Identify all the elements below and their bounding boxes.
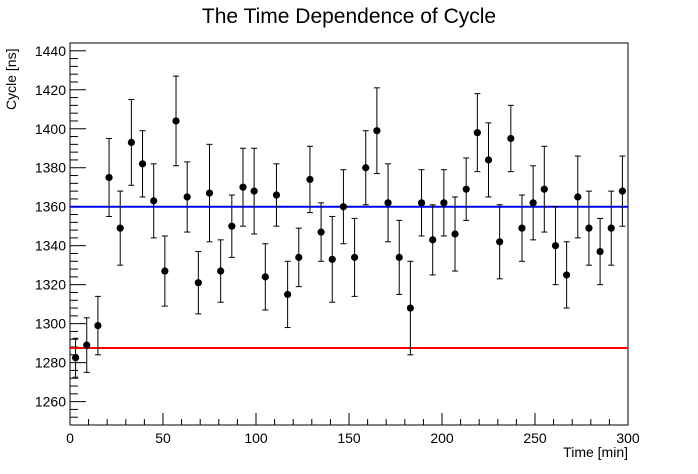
x-tick-label: 150 xyxy=(337,430,361,446)
data-point xyxy=(105,173,113,182)
data-point xyxy=(228,222,236,230)
data-point xyxy=(328,255,336,263)
data-point xyxy=(94,322,102,330)
y-tick-label: 1400 xyxy=(35,121,66,137)
data-point xyxy=(484,156,493,164)
x-tick-label: 300 xyxy=(616,430,640,446)
x-tick-label: 100 xyxy=(244,430,268,446)
y-tick-label: 1340 xyxy=(35,238,66,254)
data-point xyxy=(417,199,426,207)
y-tick-label: 1360 xyxy=(35,199,66,215)
data-point xyxy=(350,253,359,261)
data-point xyxy=(507,134,515,143)
data-point xyxy=(217,267,225,275)
data-point xyxy=(473,129,481,137)
x-tick-label: 250 xyxy=(523,430,547,446)
y-tick-label: 1260 xyxy=(35,394,66,410)
data-point xyxy=(295,253,303,261)
data-point xyxy=(551,242,560,250)
x-tick-label: 50 xyxy=(155,430,171,446)
y-tick-label: 1380 xyxy=(35,160,66,176)
x-axis-label: Time [min] xyxy=(563,444,628,460)
data-point xyxy=(496,238,504,246)
data-point xyxy=(205,189,214,197)
data-point xyxy=(306,175,314,184)
data-point xyxy=(384,199,392,207)
data-point xyxy=(161,267,169,275)
data-point xyxy=(574,193,582,201)
data-point xyxy=(317,228,325,236)
data-point xyxy=(83,341,91,349)
y-tick-label: 1420 xyxy=(35,82,66,98)
data-point xyxy=(563,271,571,279)
data-point xyxy=(373,127,381,135)
data-point xyxy=(239,183,247,191)
data-point xyxy=(540,185,548,193)
data-point xyxy=(585,224,593,232)
data-point xyxy=(529,199,537,207)
data-point xyxy=(183,193,191,201)
data-point xyxy=(362,164,370,172)
data-point xyxy=(429,236,437,244)
data-point xyxy=(596,247,604,256)
data-point xyxy=(272,191,281,199)
chart-title: The Time Dependence of Cycle xyxy=(202,5,496,28)
data-point xyxy=(127,138,135,146)
data-point xyxy=(250,187,258,195)
x-tick-label: 0 xyxy=(66,430,74,446)
data-point xyxy=(618,187,627,195)
data-point xyxy=(138,160,147,168)
y-tick-label: 1440 xyxy=(35,43,66,59)
data-point xyxy=(395,253,403,261)
plot-area: 0 50 100 150 200 250 300 1260 1280 1300 1320 1340 13… xyxy=(35,42,640,446)
data-point xyxy=(71,354,80,362)
data-point xyxy=(462,185,470,193)
data-point xyxy=(607,224,615,232)
data-point xyxy=(284,290,292,299)
data-point xyxy=(451,230,459,238)
data-point xyxy=(172,117,180,125)
data-point xyxy=(150,197,158,205)
data-point xyxy=(194,279,202,287)
y-axis-label: Cycle [ns] xyxy=(3,49,19,110)
data-point xyxy=(406,304,414,312)
data-point xyxy=(261,273,269,281)
x-tick-label: 200 xyxy=(430,430,454,446)
y-tick-label: 1300 xyxy=(35,316,66,332)
y-tick-label: 1320 xyxy=(35,277,66,293)
data-point xyxy=(339,203,348,211)
data-point xyxy=(440,199,448,207)
data-point xyxy=(518,224,526,232)
data-point xyxy=(116,224,124,232)
y-tick-label: 1280 xyxy=(35,355,66,371)
